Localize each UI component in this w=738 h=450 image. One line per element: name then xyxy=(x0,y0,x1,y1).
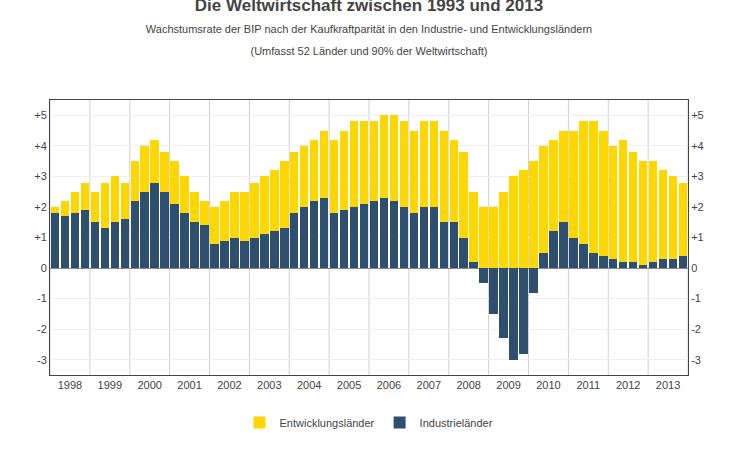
svg-text:+5: +5 xyxy=(691,109,704,121)
svg-text:Entwicklungsländer: Entwicklungsländer xyxy=(280,417,375,429)
svg-text:+5: +5 xyxy=(34,109,47,121)
svg-text:2006: 2006 xyxy=(377,379,401,391)
svg-text:2000: 2000 xyxy=(137,379,161,391)
svg-text:+3: +3 xyxy=(691,170,704,182)
svg-text:0: 0 xyxy=(691,262,697,274)
svg-text:2013: 2013 xyxy=(656,379,680,391)
svg-text:2002: 2002 xyxy=(217,379,241,391)
svg-text:+2: +2 xyxy=(691,201,704,213)
svg-text:Die Weltwirtschaft zwischen 19: Die Weltwirtschaft zwischen 1993 und 201… xyxy=(146,0,592,57)
svg-text:2001: 2001 xyxy=(177,379,201,391)
svg-text:2009: 2009 xyxy=(496,379,520,391)
svg-text:-1: -1 xyxy=(37,292,47,304)
svg-text:+4: +4 xyxy=(34,140,47,152)
svg-text:+2: +2 xyxy=(34,201,47,213)
svg-text:-2: -2 xyxy=(691,323,701,335)
svg-text:+3: +3 xyxy=(34,170,47,182)
svg-text:1999: 1999 xyxy=(98,379,122,391)
svg-text:2003: 2003 xyxy=(257,379,281,391)
svg-text:Industrieländer: Industrieländer xyxy=(420,417,493,429)
svg-text:-3: -3 xyxy=(691,354,701,366)
svg-text:+1: +1 xyxy=(691,231,704,243)
svg-text:2012: 2012 xyxy=(616,379,640,391)
svg-text:2008: 2008 xyxy=(456,379,480,391)
svg-text:0: 0 xyxy=(41,262,47,274)
svg-text:+4: +4 xyxy=(691,140,704,152)
svg-text:2004: 2004 xyxy=(297,379,321,391)
svg-text:-1: -1 xyxy=(691,292,701,304)
svg-text:2011: 2011 xyxy=(576,379,600,391)
svg-text:2010: 2010 xyxy=(536,379,560,391)
svg-text:1998: 1998 xyxy=(58,379,82,391)
svg-text:-3: -3 xyxy=(37,354,47,366)
svg-text:-2: -2 xyxy=(37,323,47,335)
svg-text:2007: 2007 xyxy=(417,379,441,391)
svg-text:+1: +1 xyxy=(34,231,47,243)
svg-text:2005: 2005 xyxy=(337,379,361,391)
